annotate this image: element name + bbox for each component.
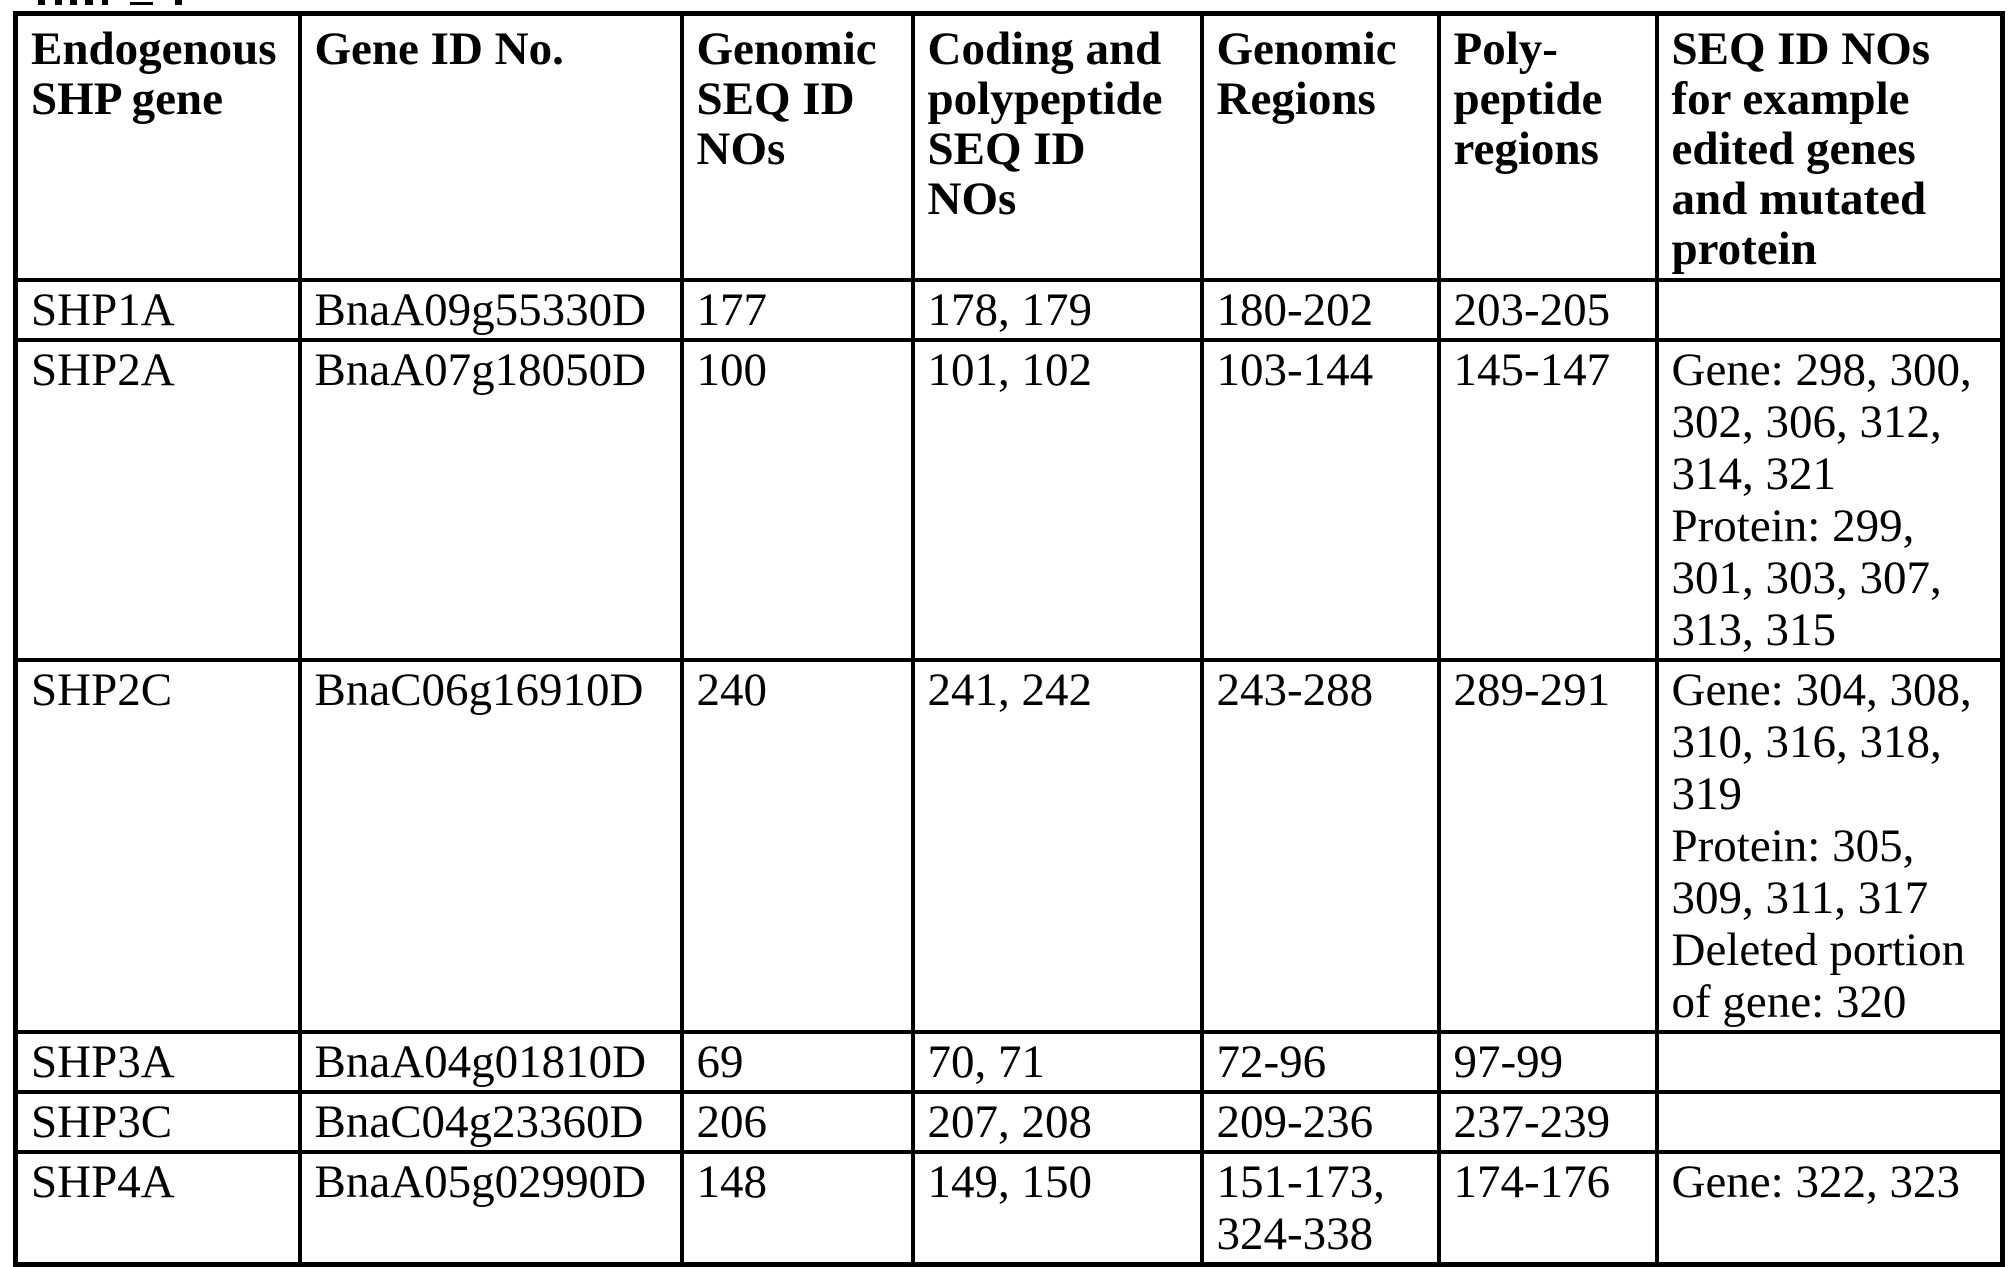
cell-genomic-regions: 72-96 xyxy=(1199,1029,1441,1094)
cell-gene: SHP3A xyxy=(13,1029,302,1094)
cell-notes xyxy=(1654,1089,2005,1154)
table-row-shp2a: SHP2A BnaA07g18050D 100 101, 102 103-144… xyxy=(13,337,2005,662)
cell-coding-seq-id: 178, 179 xyxy=(910,277,1204,342)
cell-polypeptide-regions: 145-147 xyxy=(1436,337,1659,662)
note-line: Protein: 299, 301, 303, 307, 313, 315 xyxy=(1671,499,1942,656)
cell-coding-seq-id: 149, 150 xyxy=(910,1149,1204,1266)
cell-genomic-regions: 103-144 xyxy=(1199,337,1441,662)
cell-genomic-regions: 180-202 xyxy=(1199,277,1441,342)
cell-gene: SHP1A xyxy=(13,277,302,342)
cell-coding-seq-id: 101, 102 xyxy=(910,337,1204,662)
cell-gene-id: BnaC06g16910D xyxy=(297,657,684,1034)
header-coding-polypeptide-seq-id-nos: Coding and polypeptide SEQ ID NOs xyxy=(910,11,1204,282)
cell-genomic-seq-id: 100 xyxy=(679,337,915,662)
header-endogenous-shp-gene: Endogenous SHP gene xyxy=(13,11,302,282)
cell-gene: SHP4A xyxy=(13,1149,302,1266)
cell-coding-seq-id: 241, 242 xyxy=(910,657,1204,1034)
cell-polypeptide-regions: 97-99 xyxy=(1436,1029,1659,1094)
cell-polypeptide-regions: 237-239 xyxy=(1436,1089,1659,1154)
cell-gene-id: BnaA05g02990D xyxy=(297,1149,684,1266)
cell-gene-id: BnaA04g01810D xyxy=(297,1029,684,1094)
cell-gene: SHP3C xyxy=(13,1089,302,1154)
clipped-glyph xyxy=(130,2,153,5)
cell-notes: Gene: 322, 323 xyxy=(1654,1149,2005,1266)
cell-gene: SHP2C xyxy=(13,657,302,1034)
cell-genomic-seq-id: 240 xyxy=(679,657,915,1034)
clipped-glyph xyxy=(85,0,93,5)
cell-gene-id: BnaA09g55330D xyxy=(297,277,684,342)
cell-notes: Gene: 304, 308, 310, 316, 318, 319 Prote… xyxy=(1654,657,2005,1034)
table-row-shp1a: SHP1A BnaA09g55330D 177 178, 179 180-202… xyxy=(13,277,2005,342)
clipped-glyph xyxy=(55,0,62,5)
table-row-shp3c: SHP3C BnaC04g23360D 206 207, 208 209-236… xyxy=(13,1089,2005,1154)
cell-genomic-regions: 151-173, 324-338 xyxy=(1199,1149,1441,1266)
header-genomic-seq-id-nos: Genomic SEQ ID NOs xyxy=(679,11,915,282)
cell-coding-seq-id: 207, 208 xyxy=(910,1089,1204,1154)
cell-notes xyxy=(1654,1029,2005,1094)
table-row-shp2c: SHP2C BnaC06g16910D 240 241, 242 243-288… xyxy=(13,657,2005,1034)
cell-gene-id: BnaA07g18050D xyxy=(297,337,684,662)
table-row-shp3a: SHP3A BnaA04g01810D 69 70, 71 72-96 97-9… xyxy=(13,1029,2005,1094)
cell-gene-id: BnaC04g23360D xyxy=(297,1089,684,1154)
cell-genomic-regions: 209-236 xyxy=(1199,1089,1441,1154)
clipped-glyph xyxy=(70,0,77,5)
cell-notes: Gene: 298, 300, 302, 306, 312, 314, 321 … xyxy=(1654,337,2005,662)
cell-polypeptide-regions: 203-205 xyxy=(1436,277,1659,342)
clipped-glyph xyxy=(102,0,108,5)
seq-id-table: Endogenous SHP gene Gene ID No. Genomic … xyxy=(13,11,2005,1267)
note-line: Gene: 304, 308, 310, 316, 318, 319 xyxy=(1671,663,1972,820)
clipped-glyph xyxy=(175,0,182,5)
header-gene-id-no: Gene ID No. xyxy=(297,11,684,282)
cell-genomic-seq-id: 206 xyxy=(679,1089,915,1154)
header-example-edited-genes: SEQ ID NOs for example edited genes and … xyxy=(1654,11,2005,282)
cell-notes xyxy=(1654,277,2005,342)
note-line: Gene: 298, 300, 302, 306, 312, 314, 321 xyxy=(1671,343,1972,500)
clipped-glyph xyxy=(38,0,45,5)
cell-genomic-seq-id: 177 xyxy=(679,277,915,342)
table-row-shp4a: SHP4A BnaA05g02990D 148 149, 150 151-173… xyxy=(13,1149,2005,1266)
cell-coding-seq-id: 70, 71 xyxy=(910,1029,1204,1094)
header-row: Endogenous SHP gene Gene ID No. Genomic … xyxy=(13,11,2005,282)
cell-genomic-seq-id: 69 xyxy=(679,1029,915,1094)
cell-polypeptide-regions: 289-291 xyxy=(1436,657,1659,1034)
cell-polypeptide-regions: 174-176 xyxy=(1436,1149,1659,1266)
header-polypeptide-regions: Poly-peptide regions xyxy=(1436,11,1659,282)
header-genomic-regions: Genomic Regions xyxy=(1199,11,1441,282)
cell-genomic-regions: 243-288 xyxy=(1199,657,1441,1034)
note-line: Deleted portion of gene: 320 xyxy=(1671,923,1966,1028)
note-line: Gene: 322, 323 xyxy=(1671,1155,1960,1208)
cell-gene: SHP2A xyxy=(13,337,302,662)
note-line: Protein: 305, 309, 311, 317 xyxy=(1671,819,1929,924)
cell-genomic-seq-id: 148 xyxy=(679,1149,915,1266)
